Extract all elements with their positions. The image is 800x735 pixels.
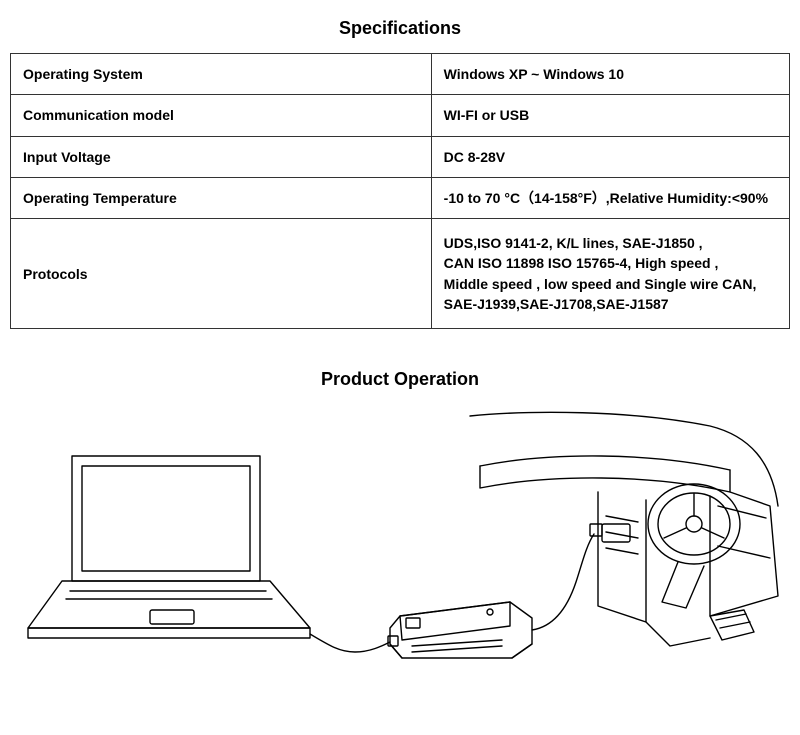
operation-diagram xyxy=(10,396,790,676)
diagnostic-device-icon xyxy=(390,602,532,658)
cable-device-to-car-icon xyxy=(532,524,602,630)
table-row: Protocols UDS,ISO 9141-2, K/L lines, SAE… xyxy=(11,219,790,329)
spec-key: Operating System xyxy=(11,54,432,95)
specifications-title: Specifications xyxy=(0,0,800,53)
spec-value: UDS,ISO 9141-2, K/L lines, SAE-J1850 ,CA… xyxy=(431,219,789,329)
spec-key: Operating Temperature xyxy=(11,177,432,218)
spec-key: Protocols xyxy=(11,219,432,329)
table-row: Communication model WI-FI or USB xyxy=(11,95,790,136)
operation-title: Product Operation xyxy=(0,329,800,396)
spec-key: Communication model xyxy=(11,95,432,136)
spec-value: -10 to 70 °C（14-158°F）,Relative Humidity… xyxy=(431,177,789,218)
spec-key: Input Voltage xyxy=(11,136,432,177)
spec-value: WI-FI or USB xyxy=(431,95,789,136)
spec-value: Windows XP ~ Windows 10 xyxy=(431,54,789,95)
cable-laptop-to-device-icon xyxy=(310,634,398,652)
specifications-table: Operating System Windows XP ~ Windows 10… xyxy=(10,53,790,329)
table-row: Input Voltage DC 8-28V xyxy=(11,136,790,177)
spec-value: DC 8-28V xyxy=(431,136,789,177)
table-row: Operating System Windows XP ~ Windows 10 xyxy=(11,54,790,95)
laptop-icon xyxy=(28,456,310,638)
table-row: Operating Temperature -10 to 70 °C（14-15… xyxy=(11,177,790,218)
car-dashboard-icon xyxy=(470,413,778,647)
